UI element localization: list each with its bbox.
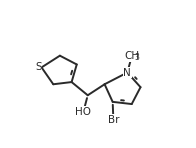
- Text: CH: CH: [124, 51, 139, 61]
- Text: HO: HO: [75, 107, 91, 117]
- Text: N: N: [123, 67, 131, 78]
- Text: S: S: [35, 62, 42, 72]
- Text: 3: 3: [135, 53, 140, 62]
- Text: Br: Br: [108, 115, 119, 125]
